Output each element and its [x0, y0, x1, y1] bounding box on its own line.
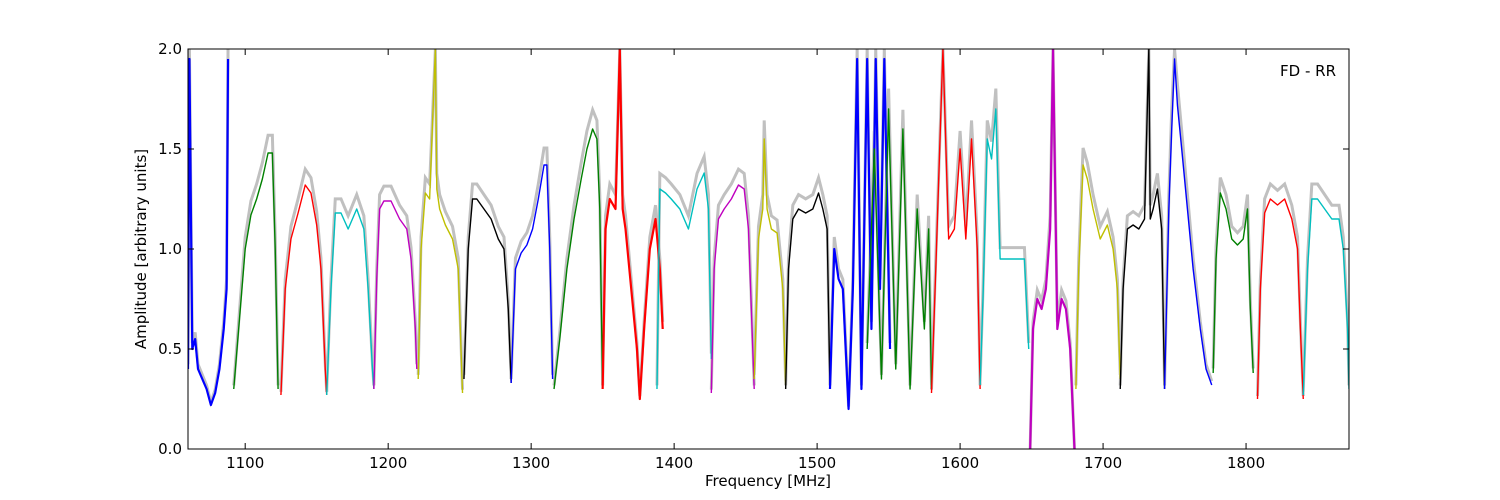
background-envelope-line [462, 182, 513, 380]
series-line [1029, 49, 1076, 449]
series-line [979, 108, 1030, 386]
series-line [510, 164, 554, 384]
series-line [1256, 198, 1304, 400]
series-line [1163, 58, 1213, 390]
series-line [463, 198, 512, 384]
series-line [1119, 49, 1166, 390]
series-line [373, 200, 418, 390]
x-tick-label: 1100 [226, 454, 264, 472]
series-line [710, 184, 755, 394]
series-line [417, 49, 464, 394]
y-axis-label: Amplitude [arbitrary units] [132, 149, 150, 349]
x-tick-label: 1600 [941, 454, 979, 472]
x-axis-label: Frequency [MHz] [705, 472, 831, 490]
background-envelope-line [655, 150, 713, 386]
series-line [866, 108, 933, 390]
y-tick-label: 2.0 [158, 40, 182, 58]
series-line [784, 192, 831, 390]
series-line [656, 172, 713, 390]
y-tick-label: 1.5 [158, 140, 182, 158]
series-line [828, 57, 892, 411]
series-line [325, 208, 375, 396]
x-tick-label: 1800 [1227, 454, 1265, 472]
series-line [233, 152, 279, 390]
y-tick-label: 0.5 [158, 340, 182, 358]
background-envelope-line [784, 172, 832, 386]
x-tick-label: 1700 [1084, 454, 1122, 472]
series-line [930, 49, 981, 394]
x-tick-label: 1200 [369, 454, 407, 472]
x-tick-label: 1300 [512, 454, 550, 472]
y-tick-label: 0.0 [158, 440, 182, 458]
series-line [1302, 198, 1349, 396]
chart-annotation: FD - RR [1280, 62, 1336, 80]
series-line [280, 184, 328, 396]
series-line [753, 138, 787, 386]
y-tick-label: 1.0 [158, 240, 182, 258]
series-line [1212, 192, 1254, 374]
series-line [1075, 164, 1121, 390]
series-line [601, 49, 664, 401]
series-group [188, 49, 1349, 449]
x-tick-label: 1400 [655, 454, 693, 472]
ticks-group: 1100 1200 1300 1400 1500 1600 1700 1800 0.0 0.5 1.… [158, 40, 1349, 472]
series-line [553, 128, 604, 390]
x-tick-label: 1500 [798, 454, 836, 472]
